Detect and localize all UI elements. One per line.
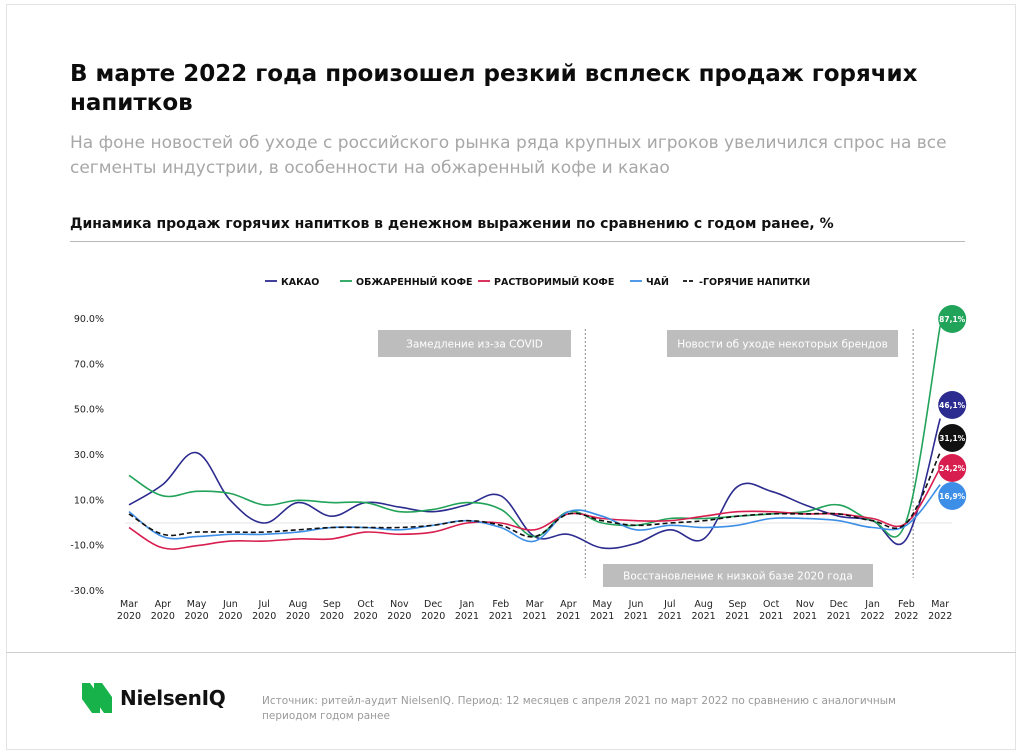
end-value-label-instant_coffee: 24,2%	[939, 464, 966, 473]
x-tick-month: Jun	[628, 599, 644, 610]
x-tick-month: Mar	[120, 599, 138, 610]
series-line-hot_drinks	[128, 452, 941, 538]
x-tick-year: 2021	[489, 611, 513, 622]
legend-label-instant_coffee: РАСТВОРИМЫЙ КОФЕ	[494, 276, 614, 288]
x-tick-month: Oct	[763, 599, 780, 610]
legend-label-tea: ЧАЙ	[646, 276, 669, 288]
x-tick-year: 2021	[725, 611, 749, 622]
x-tick-month: Jun	[222, 599, 238, 610]
nielseniq-logo: NielsenIQ	[80, 678, 226, 718]
x-tick-year: 2021	[624, 611, 648, 622]
end-value-bubble-instant_coffee	[938, 454, 967, 482]
heading-divider	[70, 241, 965, 242]
x-tick-month: Sep	[728, 599, 746, 610]
end-value-bubble-hot_drinks	[938, 424, 967, 452]
x-tick-year: 2020	[185, 611, 209, 622]
y-tick-label: -30.0%	[70, 586, 104, 597]
x-tick-month: May	[592, 599, 612, 610]
x-tick-year: 2021	[523, 611, 547, 622]
x-tick-month: Jan	[459, 599, 475, 610]
y-tick-label: 50.0%	[74, 405, 104, 416]
x-tick-year: 2020	[354, 611, 378, 622]
x-tick-month: Apr	[155, 599, 172, 610]
x-tick-year: 2020	[320, 611, 344, 622]
x-tick-month: May	[187, 599, 207, 610]
x-tick-month: Nov	[390, 599, 409, 610]
nielseniq-logo-icon	[82, 683, 112, 713]
x-tick-year: 2021	[692, 611, 716, 622]
series-line-roasted_coffee	[128, 325, 941, 538]
annotation-box	[603, 564, 873, 587]
x-tick-year: 2020	[421, 611, 445, 622]
y-tick-label: 30.0%	[74, 450, 104, 461]
x-tick-year: 2022	[894, 611, 918, 622]
x-tick-year: 2020	[252, 611, 276, 622]
annotation-label: Замедление из-за COVID	[406, 339, 543, 351]
x-tick-month: Mar	[526, 599, 544, 610]
x-tick-year: 2021	[556, 611, 580, 622]
x-tick-year: 2021	[455, 611, 479, 622]
series-line-tea	[128, 484, 941, 543]
annotation-box	[667, 330, 898, 357]
x-tick-month: Mar	[931, 599, 949, 610]
end-value-bubble-roasted_coffee	[938, 305, 967, 333]
y-tick-label: -10.0%	[70, 541, 104, 552]
x-tick-year: 2020	[117, 611, 141, 622]
end-value-bubble-cocoa	[938, 391, 967, 419]
x-tick-month: Aug	[694, 599, 713, 610]
y-tick-label: 90.0%	[74, 314, 104, 325]
annotation-label: Восстановление к низкой базе 2020 года	[623, 571, 853, 583]
x-tick-month: Sep	[323, 599, 341, 610]
x-tick-month: Aug	[289, 599, 308, 610]
x-tick-month: Nov	[796, 599, 815, 610]
x-tick-month: Jul	[663, 599, 675, 610]
x-tick-month: Dec	[424, 599, 442, 610]
annotation-label: Новости об уходе некоторых брендов	[677, 339, 888, 351]
legend-label-hot_drinks: -ГОРЯЧИЕ НАПИТКИ	[699, 277, 810, 288]
x-tick-year: 2021	[590, 611, 614, 622]
x-tick-month: Dec	[830, 599, 848, 610]
annotation-box	[378, 330, 571, 357]
legend-label-roasted_coffee: ОБЖАРЕННЫЙ КОФЕ	[356, 276, 473, 288]
x-tick-year: 2020	[151, 611, 175, 622]
x-tick-year: 2021	[827, 611, 851, 622]
series-line-instant_coffee	[128, 467, 941, 550]
end-value-label-hot_drinks: 31,1%	[939, 434, 966, 443]
x-tick-year: 2020	[218, 611, 242, 622]
x-tick-month: Jan	[864, 599, 880, 610]
y-tick-label: 70.0%	[74, 359, 104, 370]
x-tick-year: 2022	[861, 611, 885, 622]
x-tick-year: 2021	[759, 611, 783, 622]
y-tick-label: 10.0%	[74, 495, 104, 506]
slide-frame	[6, 4, 1016, 750]
end-value-label-cocoa: 46,1%	[939, 401, 966, 410]
x-tick-month: Feb	[898, 599, 915, 610]
chart-heading: Динамика продаж горячих напитков в денеж…	[70, 216, 834, 232]
x-tick-year: 2021	[658, 611, 682, 622]
source-note: Источник: ритейл-аудит NielsenIQ. Период…	[262, 695, 896, 722]
footer-divider	[6, 652, 1016, 653]
page-subtitle: На фоне новостей об уходе с российского …	[70, 133, 947, 178]
x-tick-year: 2021	[793, 611, 817, 622]
x-tick-year: 2020	[387, 611, 411, 622]
x-tick-year: 2022	[928, 611, 952, 622]
series-line-cocoa	[128, 418, 941, 550]
legend-label-cocoa: КАКАО	[281, 277, 319, 288]
x-tick-month: Feb	[492, 599, 509, 610]
x-tick-month: Apr	[560, 599, 577, 610]
end-value-label-roasted_coffee: 87,1%	[939, 315, 966, 324]
logo-text: NielsenIQ	[120, 686, 226, 710]
page-title: В марте 2022 года произошел резкий вспле…	[70, 61, 918, 116]
end-value-label-tea: 16,9%	[939, 492, 966, 501]
x-tick-year: 2020	[286, 611, 310, 622]
x-tick-month: Oct	[357, 599, 374, 610]
x-tick-month: Jul	[257, 599, 269, 610]
end-value-bubble-tea	[938, 482, 967, 510]
